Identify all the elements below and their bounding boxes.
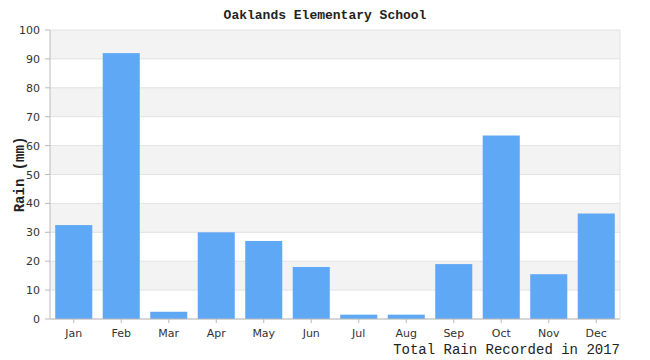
y-tick: [45, 319, 50, 320]
y-tick: [45, 290, 50, 291]
y-tick: [45, 145, 50, 146]
x-axis-line: [50, 319, 620, 320]
y-tick-label: 100: [19, 24, 40, 37]
y-tick-label: 20: [26, 255, 40, 268]
plot-background: [50, 30, 620, 319]
y-tick: [45, 58, 50, 59]
bar: [340, 315, 377, 319]
y-tick: [45, 30, 50, 31]
x-tick-label: Mar: [158, 327, 179, 340]
x-tick: [453, 319, 454, 323]
y-tick-label: 60: [26, 140, 40, 153]
y-axis-label: Rain (mm): [12, 137, 28, 213]
bar: [150, 312, 187, 319]
bar: [483, 135, 520, 319]
y-tick-label: 40: [26, 197, 40, 210]
y-tick-label: 90: [26, 53, 40, 66]
y-tick: [45, 203, 50, 204]
y-tick-label: 80: [26, 82, 40, 95]
x-tick-label: Apr: [207, 327, 227, 340]
x-tick: [596, 319, 597, 323]
y-tick-label: 10: [26, 284, 40, 297]
x-tick: [406, 319, 407, 323]
x-tick: [216, 319, 217, 323]
bars: [55, 53, 615, 319]
x-tick: [358, 319, 359, 323]
bar: [198, 232, 235, 319]
x-tick-label: Sep: [443, 327, 464, 340]
x-tick: [121, 319, 122, 323]
bar: [103, 53, 140, 319]
x-tick: [168, 319, 169, 323]
grid-line: [50, 30, 620, 31]
x-tick-label: Feb: [112, 327, 131, 340]
chart: 0 10 20 30 40 50 60 70 80 90 100 Jan Feb Mar Apr May Jun…: [0, 0, 650, 360]
x-tick: [548, 319, 549, 323]
y-tick-label: 50: [26, 169, 40, 182]
x-tick: [263, 319, 264, 323]
y-tick-label: 0: [33, 313, 40, 326]
x-axis-label: Total Rain Recorded in 2017: [393, 342, 620, 358]
grid: [50, 30, 620, 319]
bar: [435, 264, 472, 319]
y-tick-label: 30: [26, 226, 40, 239]
y-tick: [45, 232, 50, 233]
grid-line: [50, 319, 620, 320]
x-tick-label: Nov: [538, 327, 560, 340]
title: Oaklands Elementary School: [224, 8, 427, 23]
y-tick: [45, 87, 50, 88]
x-tick: [501, 319, 502, 323]
bar: [245, 241, 282, 319]
y-tick-label: 70: [26, 111, 40, 124]
bar: [530, 274, 567, 319]
y-tick: [45, 261, 50, 262]
x-tick-label: May: [252, 327, 275, 340]
x-tick-label: Jun: [302, 327, 320, 340]
bar: [55, 225, 92, 319]
x-tick-label: Dec: [586, 327, 607, 340]
bar: [293, 267, 330, 319]
y-tick: [45, 174, 50, 175]
bar: [578, 214, 615, 319]
x-tick: [73, 319, 74, 323]
x-tick-label: Jan: [64, 327, 82, 340]
x-tick-label: Oct: [492, 327, 512, 340]
x-tick: [311, 319, 312, 323]
x-tick-label: Jul: [351, 327, 365, 340]
plot-frame-right: [620, 30, 621, 319]
x-tick-label: Aug: [396, 327, 417, 340]
y-tick: [45, 116, 50, 117]
bar: [388, 315, 425, 319]
